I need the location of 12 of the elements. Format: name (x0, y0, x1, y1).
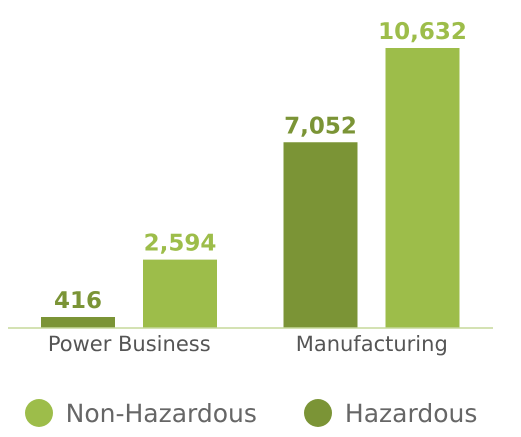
legend-label: Non-Hazardous (66, 398, 257, 428)
legend-label: Hazardous (344, 398, 478, 428)
data-label: 416 (54, 288, 102, 314)
bar (41, 317, 115, 328)
x-tick-label: Power Business (48, 332, 211, 356)
bar (386, 48, 460, 328)
bar (284, 142, 358, 328)
data-label: 2,594 (144, 230, 216, 257)
data-label: 7,052 (284, 113, 357, 140)
data-label: 10,632 (378, 19, 467, 45)
bar (143, 260, 217, 328)
x-tick-label: Manufacturing (296, 332, 448, 356)
